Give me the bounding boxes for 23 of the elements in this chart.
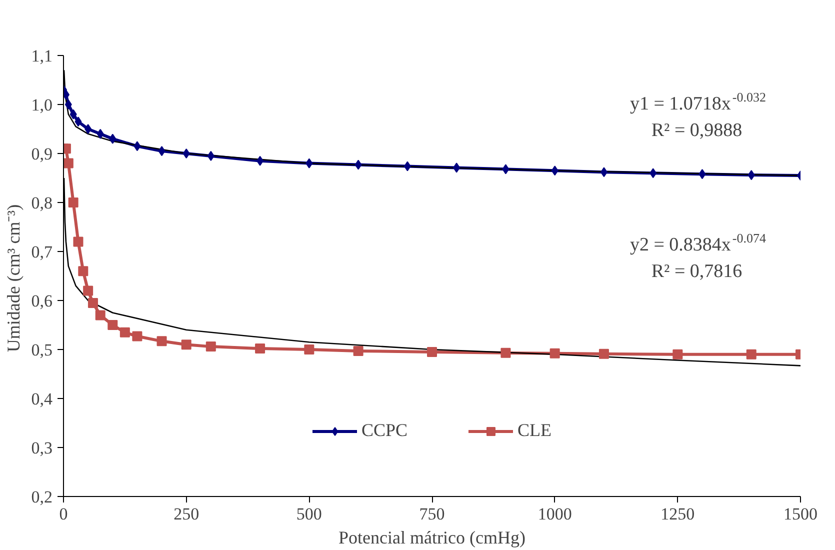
y-axis-title: Umidade (cm³ cm⁻³) [3,204,24,352]
y-tick-label: 0,3 [31,438,52,458]
y-tick-label: 0,9 [31,144,52,164]
legend-label: CLE [518,420,552,441]
y-tick-label: 1,1 [31,46,52,66]
x-tick-label: 0 [59,504,68,524]
y-tick-label: 0,4 [31,390,53,408]
y-tick-label: 1,0 [31,96,52,114]
x-tick-label: 1000 [538,504,572,524]
x-axis-title: Potencial mátrico (cmHg) [338,528,526,548]
y-tick-label: 0,6 [31,292,52,310]
y-tick-label: 0,7 [31,242,53,262]
annotation: R² = 0,7816 [651,261,742,282]
x-tick-label: 750 [419,504,445,524]
y-tick-label: 0,8 [31,194,52,212]
y-tick-label: 0,2 [31,488,52,506]
x-tick-label: 500 [296,504,322,524]
x-tick-label: 250 [174,504,200,524]
x-tick-label: 1500 [784,504,818,524]
legend-label: CCPC [361,420,408,441]
annotation: R² = 0,9888 [651,120,742,141]
x-tick-label: 1250 [660,504,695,524]
y-tick-label: 0,5 [31,340,52,360]
